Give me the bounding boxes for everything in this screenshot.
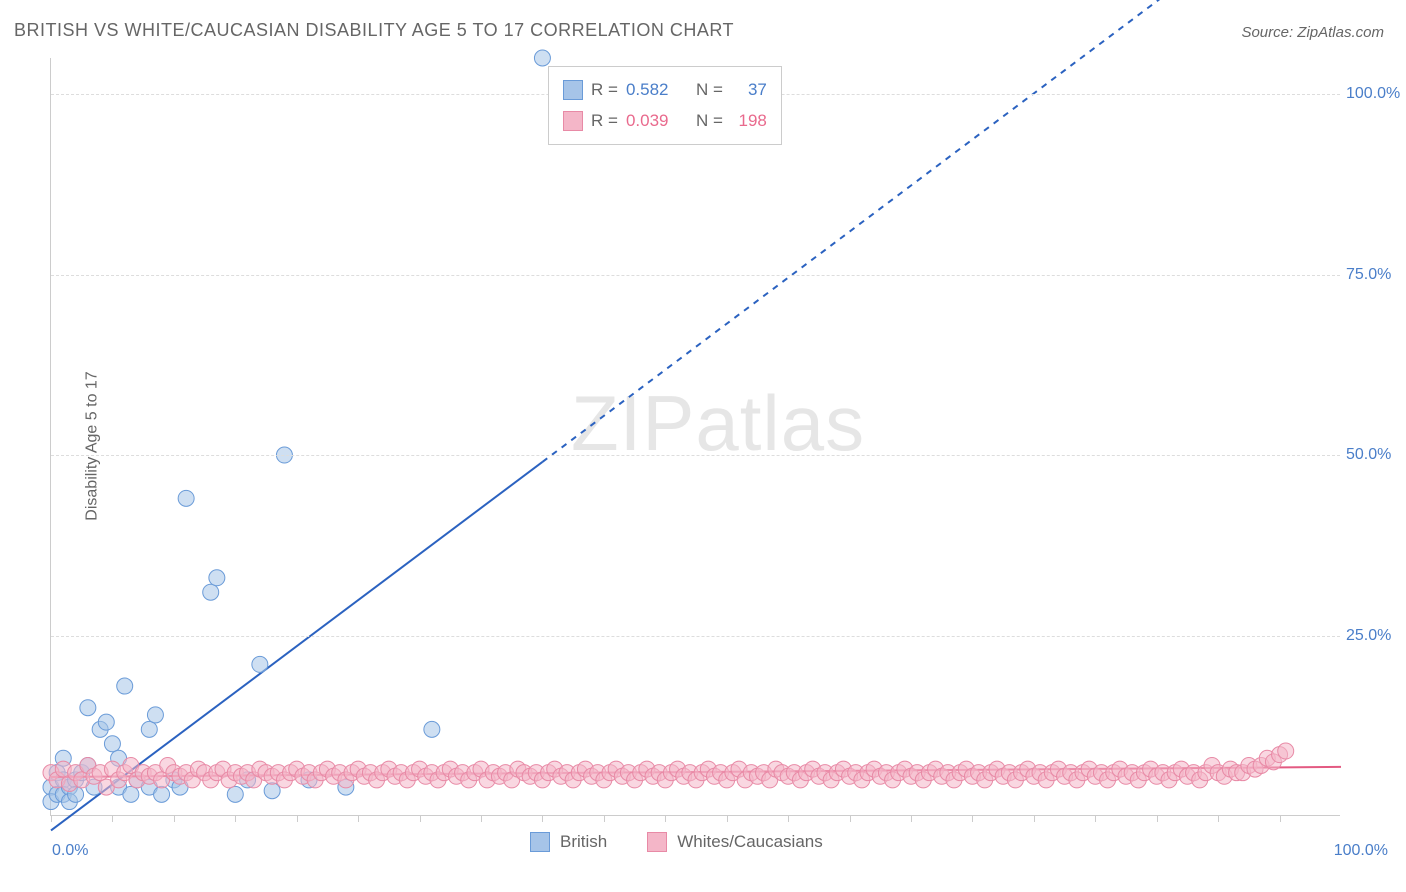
legend-label: Whites/Caucasians <box>677 832 823 852</box>
data-point <box>178 490 194 506</box>
legend-n-label: N = <box>696 75 723 106</box>
y-tick-label: 75.0% <box>1346 266 1396 284</box>
x-tick <box>1095 815 1096 822</box>
x-tick <box>972 815 973 822</box>
x-tick <box>788 815 789 822</box>
legend-item: Whites/Caucasians <box>647 832 823 852</box>
data-point <box>252 656 268 672</box>
data-point <box>209 570 225 586</box>
legend-n-value: 198 <box>731 106 767 137</box>
legend-n-label: N = <box>696 106 723 137</box>
legend-n-value: 37 <box>731 75 767 106</box>
x-axis-max-label: 100.0% <box>1334 842 1388 860</box>
x-tick <box>112 815 113 822</box>
legend-r-label: R = <box>591 106 618 137</box>
gridline <box>51 455 1340 456</box>
x-tick <box>51 815 52 822</box>
x-axis-min-label: 0.0% <box>52 842 88 860</box>
x-tick <box>174 815 175 822</box>
gridline <box>51 636 1340 637</box>
x-tick <box>727 815 728 822</box>
data-point <box>203 584 219 600</box>
data-point <box>117 678 133 694</box>
legend-label: British <box>560 832 607 852</box>
data-point <box>123 786 139 802</box>
legend-r-value: 0.582 <box>626 75 680 106</box>
legend-row: R = 0.039 N = 198 <box>563 106 767 137</box>
x-tick <box>235 815 236 822</box>
legend-r-label: R = <box>591 75 618 106</box>
x-tick <box>1280 815 1281 822</box>
x-tick <box>665 815 666 822</box>
data-point <box>154 786 170 802</box>
legend-swatch <box>530 832 550 852</box>
data-point <box>424 721 440 737</box>
chart-title: BRITISH VS WHITE/CAUCASIAN DISABILITY AG… <box>14 20 734 41</box>
x-tick <box>1157 815 1158 822</box>
legend-swatch <box>563 80 583 100</box>
x-tick <box>850 815 851 822</box>
data-point <box>534 50 550 66</box>
data-point <box>141 721 157 737</box>
y-tick-label: 50.0% <box>1346 446 1396 464</box>
chart-svg <box>51 58 1340 815</box>
legend-swatch <box>647 832 667 852</box>
x-tick <box>297 815 298 822</box>
gridline <box>51 275 1340 276</box>
x-tick <box>481 815 482 822</box>
y-tick-label: 100.0% <box>1346 85 1396 103</box>
x-tick <box>1034 815 1035 822</box>
x-tick <box>1218 815 1219 822</box>
data-point <box>80 700 96 716</box>
legend-series: British Whites/Caucasians <box>530 832 823 852</box>
data-point <box>98 714 114 730</box>
legend-row: R = 0.582 N = 37 <box>563 75 767 106</box>
legend-swatch <box>563 111 583 131</box>
data-point <box>227 786 243 802</box>
plot-area: ZIPatlas 25.0%50.0%75.0%100.0% <box>50 58 1340 816</box>
x-tick <box>358 815 359 822</box>
data-point <box>147 707 163 723</box>
data-point <box>104 736 120 752</box>
data-point <box>1278 743 1294 759</box>
x-tick <box>604 815 605 822</box>
x-tick <box>420 815 421 822</box>
legend-item: British <box>530 832 607 852</box>
source-attribution: Source: ZipAtlas.com <box>1241 24 1384 41</box>
legend-correlation: R = 0.582 N = 37 R = 0.039 N = 198 <box>548 66 782 145</box>
y-tick-label: 25.0% <box>1346 627 1396 645</box>
x-tick <box>911 815 912 822</box>
legend-r-value: 0.039 <box>626 106 680 137</box>
x-tick <box>542 815 543 822</box>
